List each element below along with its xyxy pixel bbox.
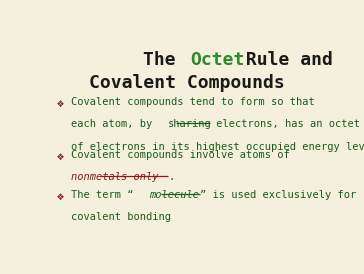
Text: Covalent compounds tend to form so that: Covalent compounds tend to form so that bbox=[71, 97, 314, 107]
Text: Rule and: Rule and bbox=[235, 51, 333, 69]
Text: ” is used exclusively for: ” is used exclusively for bbox=[199, 190, 356, 200]
Text: The term “: The term “ bbox=[71, 190, 133, 200]
Text: ❖: ❖ bbox=[57, 190, 64, 203]
Text: Covalent Compounds: Covalent Compounds bbox=[89, 74, 284, 92]
Text: .: . bbox=[168, 172, 174, 182]
FancyBboxPatch shape bbox=[43, 31, 331, 246]
Text: electrons, has an octet: electrons, has an octet bbox=[210, 119, 360, 129]
Text: Covalent compounds involve atoms of: Covalent compounds involve atoms of bbox=[71, 150, 290, 160]
Text: each atom, by: each atom, by bbox=[71, 119, 158, 129]
Text: nonmetals only: nonmetals only bbox=[71, 172, 158, 182]
Text: of electrons in its highest occupied energy level.: of electrons in its highest occupied ene… bbox=[71, 142, 364, 152]
Text: ❖: ❖ bbox=[57, 150, 64, 163]
Text: sharing: sharing bbox=[168, 119, 212, 129]
Text: Octet: Octet bbox=[190, 51, 245, 69]
Text: covalent bonding: covalent bonding bbox=[71, 212, 171, 222]
Text: The: The bbox=[143, 51, 187, 69]
Text: ❖: ❖ bbox=[57, 97, 64, 110]
Text: molecule: molecule bbox=[149, 190, 199, 200]
